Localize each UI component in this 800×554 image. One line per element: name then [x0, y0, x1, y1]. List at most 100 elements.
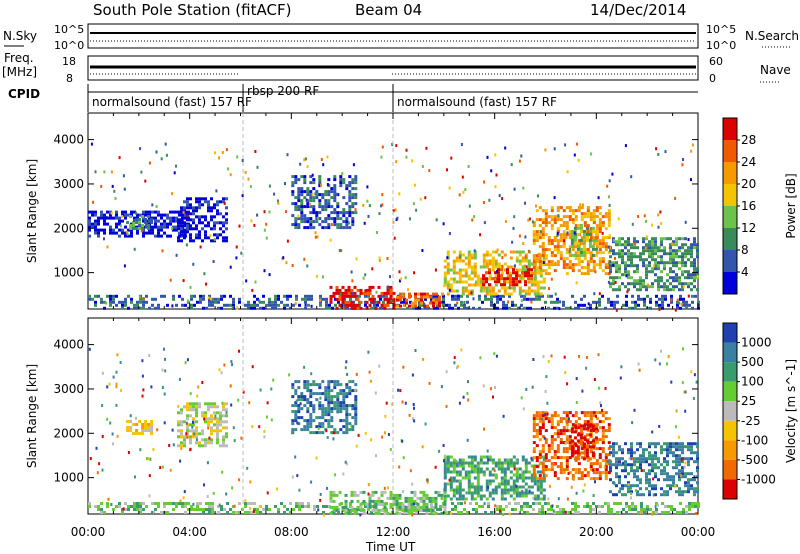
echo-cell [426, 295, 429, 299]
echo-cell [618, 457, 621, 461]
echo-cell [449, 286, 453, 290]
echo-cell [565, 215, 569, 219]
echo-cell [240, 436, 243, 440]
echo-cell [219, 200, 222, 204]
echo-cell [655, 511, 658, 514]
echo-cell [654, 258, 657, 262]
echo-cell [336, 226, 340, 230]
echo-cell [216, 212, 219, 216]
echo-cell [678, 448, 681, 452]
echo-cell [651, 430, 654, 434]
echo-cell [633, 252, 636, 256]
echo-cell [666, 448, 669, 452]
echo-cell [582, 241, 586, 245]
echo-cell [97, 216, 100, 220]
echo-cell [470, 458, 474, 462]
echo-cell [195, 209, 198, 213]
echo-cell [155, 150, 158, 154]
echo-cell [541, 254, 545, 258]
echo-cell [169, 222, 172, 226]
echo-cell [381, 145, 384, 149]
echo-cell [262, 306, 265, 310]
echo-cell [401, 293, 404, 297]
echo-cell [122, 507, 125, 511]
echo-cell [690, 472, 693, 476]
echo-cell [541, 423, 545, 427]
echo-cell [491, 488, 495, 492]
echo-cell [541, 306, 544, 310]
echo-cell [669, 282, 672, 286]
echo-cell [455, 473, 459, 477]
echo-cell [651, 249, 654, 253]
echo-cell [256, 213, 259, 217]
echo-cell [195, 408, 198, 412]
echo-cell [491, 262, 495, 266]
echo-cell [435, 218, 438, 222]
echo-cell [666, 472, 669, 476]
echo-cell [580, 477, 584, 481]
nave-label: Nave [760, 63, 791, 77]
echo-cell [624, 463, 627, 467]
nsearch-label: N.Search [745, 29, 799, 43]
echo-cell [604, 245, 608, 249]
echo-cell [594, 229, 598, 233]
colorbar-swatch [723, 162, 737, 184]
echo-cell [455, 488, 459, 492]
echo-cell [181, 216, 184, 220]
echo-cell [306, 419, 310, 423]
echo-cell [100, 300, 103, 304]
echo-cell [601, 269, 605, 273]
echo-cell [411, 417, 414, 421]
echo-cell [301, 502, 304, 505]
echo-cell [351, 279, 354, 283]
echo-cell [401, 439, 404, 443]
echo-cell [201, 411, 204, 415]
echo-cell [449, 488, 453, 492]
echo-cell [318, 223, 322, 227]
echo-cell [697, 300, 700, 304]
echo-cell [518, 277, 522, 281]
echo-cell [660, 255, 663, 259]
echo-cell [348, 211, 352, 215]
echo-cell [318, 425, 322, 429]
echo-cell [661, 303, 664, 307]
echo-cell [545, 375, 548, 379]
echo-cell [636, 270, 639, 274]
echo-cell [147, 429, 151, 432]
echo-cell [351, 211, 355, 215]
echo-cell [136, 303, 139, 307]
echo-cell [142, 219, 145, 223]
echo-cell [265, 303, 268, 307]
echo-cell [454, 508, 457, 511]
echo-cell [610, 303, 613, 307]
echo-cell [562, 209, 566, 213]
echo-cell [518, 473, 522, 477]
echo-cell [338, 297, 342, 301]
echo-cell [661, 297, 664, 301]
echo-cell [109, 300, 112, 304]
echo-cell [609, 276, 612, 280]
echo-cell [541, 465, 545, 469]
echo-cell [464, 188, 467, 192]
echo-cell [443, 490, 447, 494]
echo-cell [574, 471, 578, 475]
echo-cell [265, 415, 268, 419]
echo-cell [663, 466, 666, 470]
echo-cell [345, 187, 349, 191]
echo-cell [458, 277, 462, 281]
echo-cell [612, 442, 615, 446]
echo-cell [327, 226, 331, 230]
echo-cell [547, 420, 551, 424]
echo-cell [150, 221, 154, 224]
echo-cell [421, 303, 424, 307]
echo-cell [681, 243, 684, 247]
echo-cell [204, 414, 207, 418]
echo-cell [244, 511, 247, 514]
echo-cell [541, 417, 545, 421]
echo-cell [538, 420, 542, 424]
echo-cell [121, 511, 124, 514]
echo-cell [330, 416, 334, 420]
echo-cell [616, 300, 619, 304]
echo-cell [622, 461, 625, 465]
echo-cell [342, 407, 346, 411]
